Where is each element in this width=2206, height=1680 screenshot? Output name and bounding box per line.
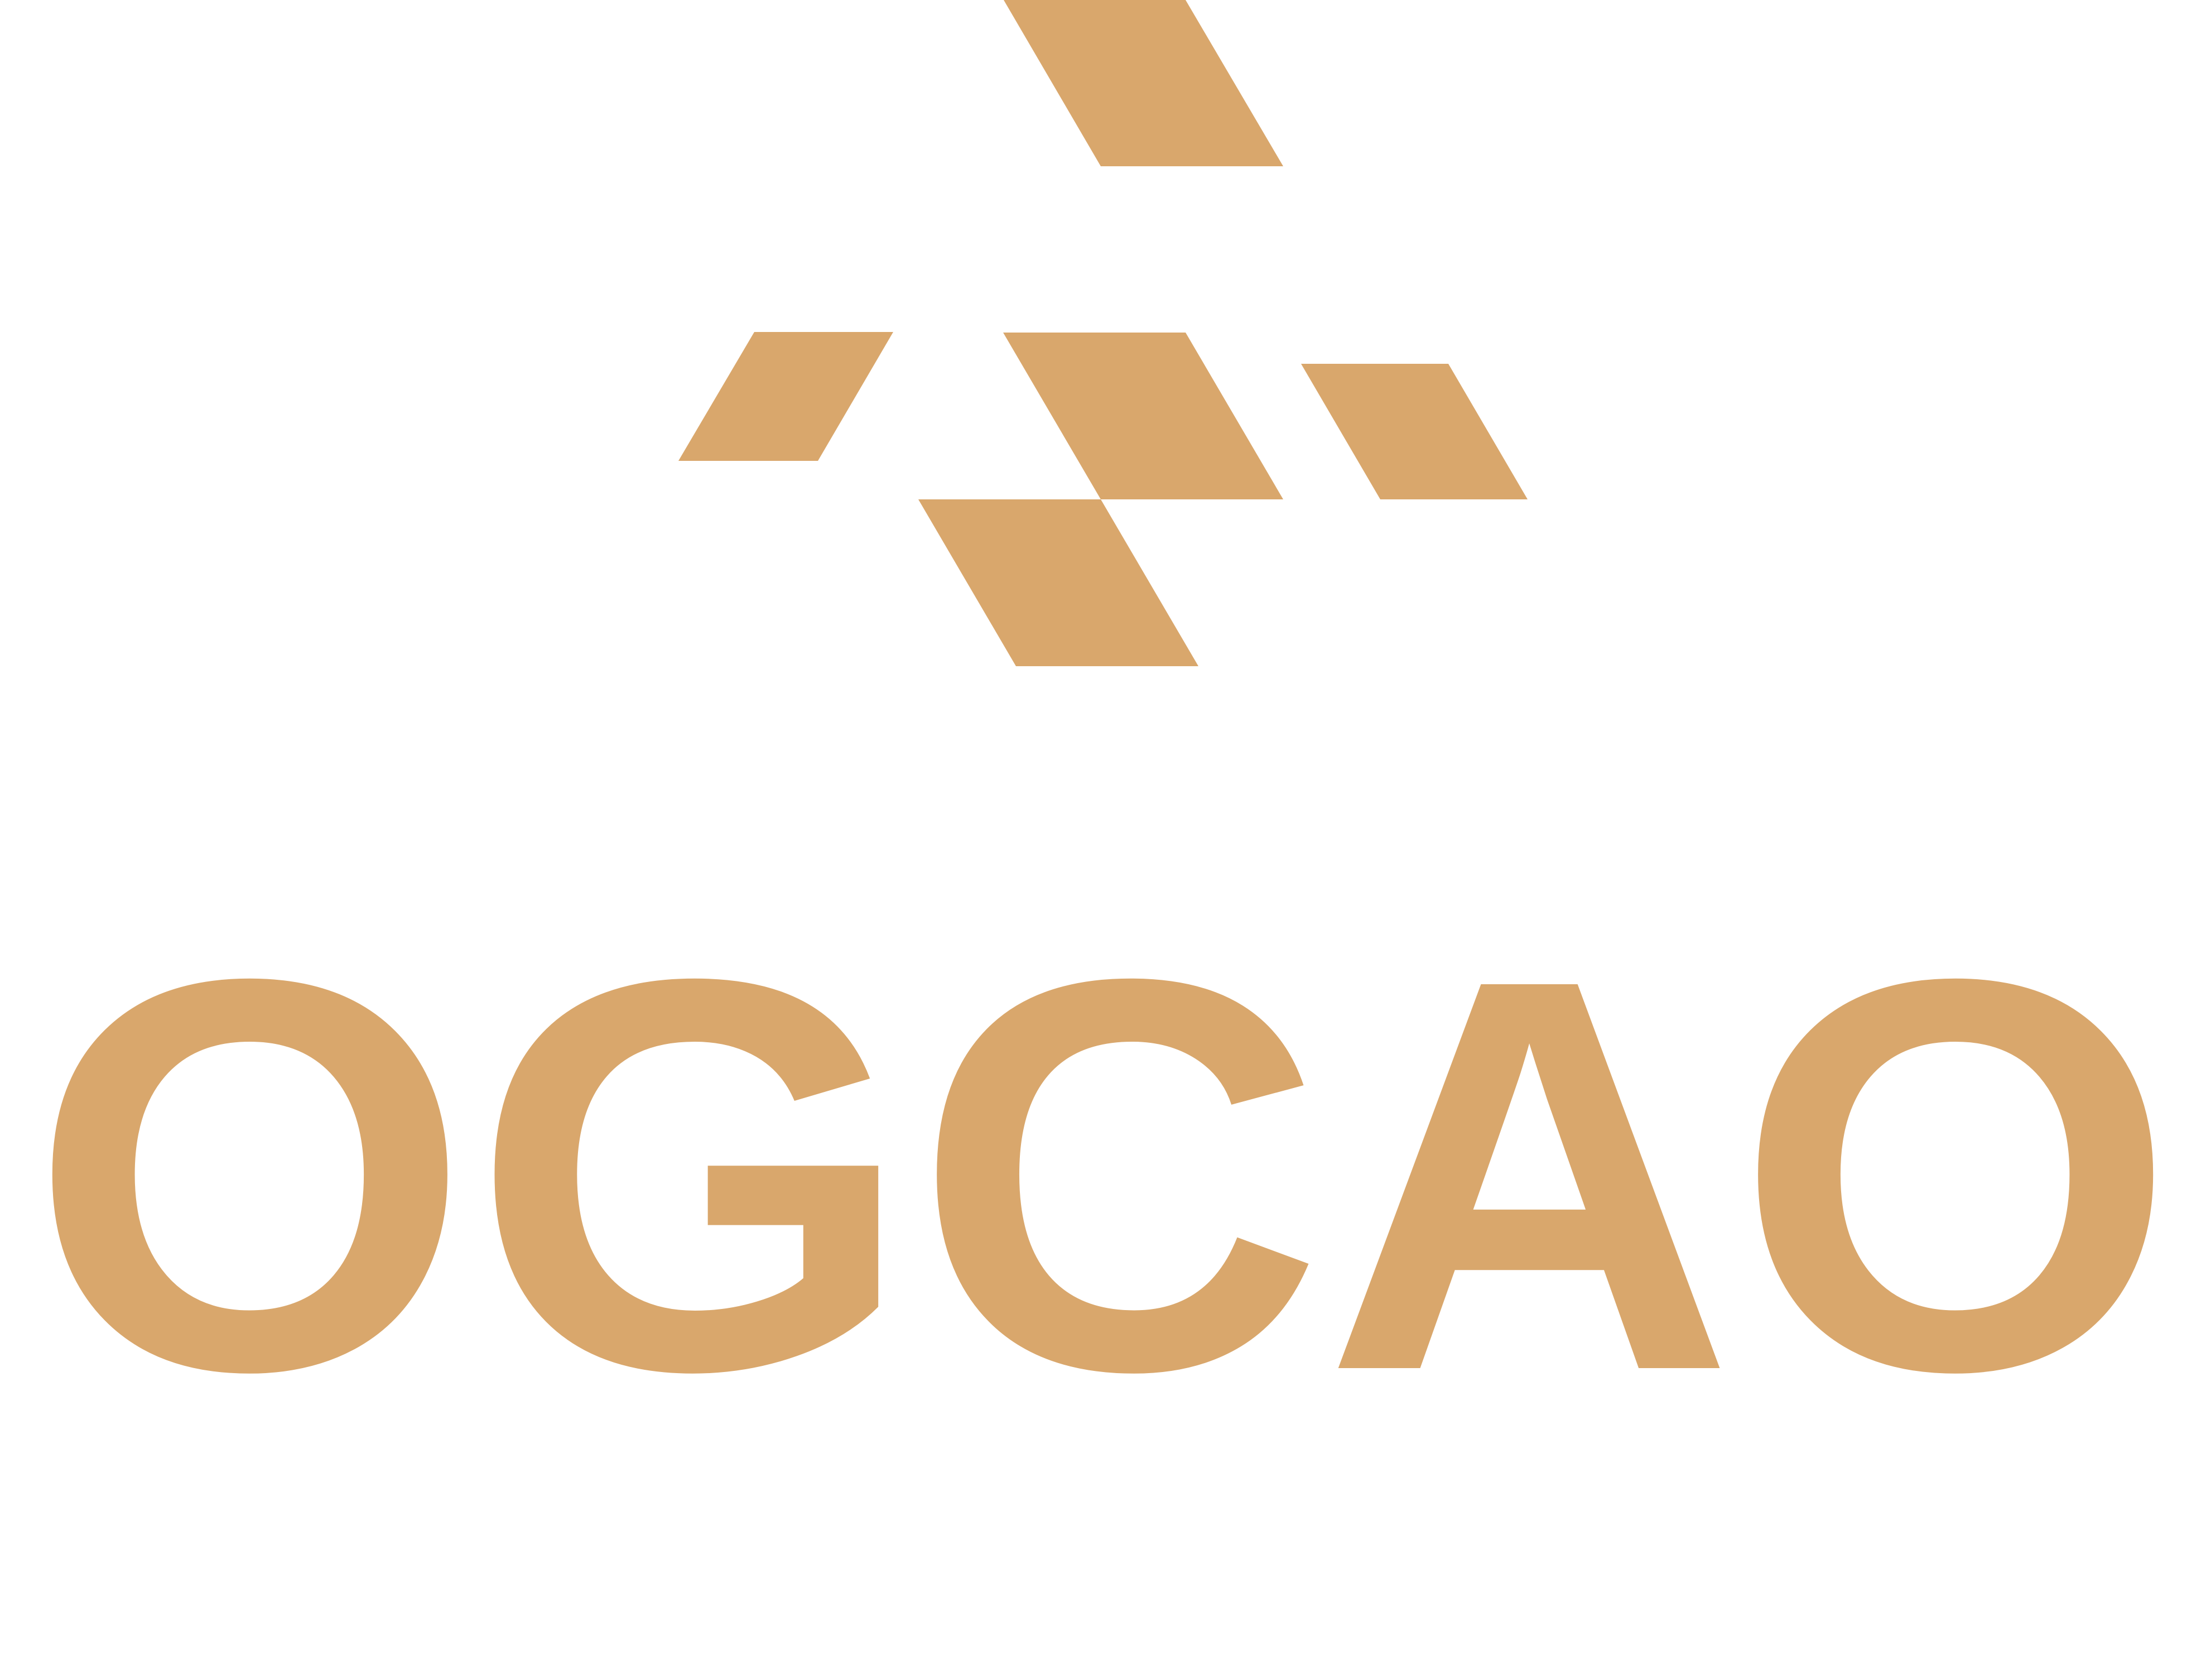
geometric-emblem-icon xyxy=(678,0,1528,666)
emblem-shape-right xyxy=(1301,364,1528,499)
emblem-shape-top xyxy=(1004,0,1283,166)
emblem-shape-bottom xyxy=(918,499,1198,666)
emblem-shape-left xyxy=(678,332,893,461)
emblem-shape-center xyxy=(1003,333,1283,499)
brand-wordmark: OGCAO xyxy=(29,863,2177,1486)
